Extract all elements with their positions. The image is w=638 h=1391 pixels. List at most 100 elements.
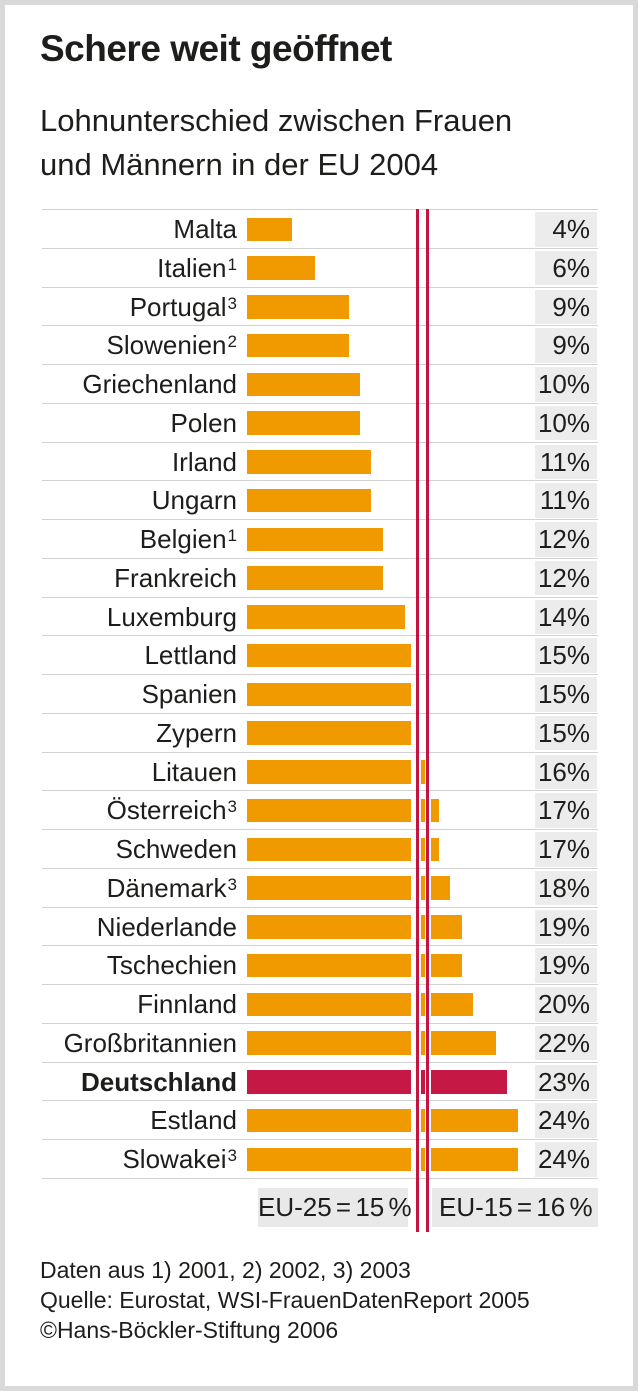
bar-segment bbox=[247, 760, 411, 784]
bar-segment bbox=[430, 992, 473, 1017]
value-label: 16% bbox=[535, 754, 597, 790]
chart-row: Italien1 6% bbox=[42, 247, 598, 287]
bar-segment bbox=[420, 1147, 425, 1172]
value-label: 23% bbox=[535, 1064, 597, 1100]
bar-segment bbox=[247, 876, 411, 900]
bar-segment bbox=[430, 1070, 507, 1094]
country-label: Belgien1 bbox=[139, 524, 237, 555]
reference-line-eu25 bbox=[416, 209, 419, 1232]
bar-segment bbox=[247, 217, 293, 241]
chart-row: Lettland 15% bbox=[42, 635, 598, 674]
bar-segment bbox=[420, 798, 425, 823]
bar-segment bbox=[420, 876, 425, 900]
country-label: Frankreich bbox=[114, 562, 237, 593]
bar-segment bbox=[247, 372, 360, 397]
bar-segment bbox=[247, 992, 411, 1017]
footer: Daten aus 1) 2001, 2) 2002, 3) 2003 Quel… bbox=[40, 1255, 530, 1345]
footnote-mark: 3 bbox=[227, 797, 237, 817]
value-label: 15% bbox=[535, 677, 597, 712]
country-label: Litauen bbox=[151, 756, 237, 787]
value-label: 15% bbox=[535, 715, 597, 751]
bar-segment bbox=[420, 915, 425, 939]
chart-row: Estland 24% bbox=[42, 1100, 598, 1139]
bar-segment bbox=[247, 605, 406, 629]
chart-row: Deutschland 23% bbox=[42, 1061, 598, 1101]
bar-segment bbox=[247, 333, 349, 358]
chart-subtitle: Lohnunterschied zwischen Frauen und Männ… bbox=[40, 99, 512, 187]
bar-segment bbox=[430, 837, 440, 862]
value-label: 6% bbox=[535, 250, 597, 286]
country-label: Zypern bbox=[156, 717, 237, 748]
chart-row: Irland 11% bbox=[42, 441, 598, 481]
bar-segment bbox=[247, 1147, 411, 1172]
value-label: 18% bbox=[535, 870, 597, 906]
footnote-mark: 3 bbox=[227, 874, 237, 894]
country-label: Luxemburg bbox=[106, 601, 237, 632]
value-label: 4% bbox=[535, 212, 597, 247]
country-label: Malta bbox=[173, 214, 237, 244]
value-label: 20% bbox=[535, 987, 597, 1022]
country-label: Finnland bbox=[137, 989, 237, 1020]
country-label: Lettland bbox=[144, 640, 237, 671]
bar-segment bbox=[420, 1070, 425, 1094]
bar-segment bbox=[430, 876, 451, 900]
value-label: 12% bbox=[535, 560, 597, 596]
bar-segment bbox=[247, 721, 411, 745]
chart-row: Belgien1 12% bbox=[42, 519, 598, 558]
chart-row: Schweden 17% bbox=[42, 829, 598, 868]
value-label: 17% bbox=[535, 793, 597, 828]
chart-row: Litauen 16% bbox=[42, 751, 598, 791]
value-label: 12% bbox=[535, 522, 597, 557]
country-label: Schweden bbox=[115, 834, 237, 865]
bar-segment bbox=[420, 760, 425, 784]
subtitle-line-2: und Männern in der EU 2004 bbox=[40, 147, 439, 182]
chart-row: Slowenien2 9% bbox=[42, 325, 598, 364]
bar-segment bbox=[247, 256, 315, 280]
eu25-average-label: EU-25 = 15 % bbox=[258, 1188, 412, 1227]
bar-segment bbox=[247, 1070, 411, 1094]
bar-segment bbox=[430, 1108, 519, 1133]
chart-row: Luxemburg 14% bbox=[42, 596, 598, 636]
chart-row: Zypern 15% bbox=[42, 712, 598, 752]
country-label: Dänemark3 bbox=[106, 872, 237, 903]
bar-segment bbox=[247, 798, 411, 823]
bar-chart: Malta 4% Italien1 6% Portugal3 9% Slowenien2 9%… bbox=[42, 209, 598, 1179]
chart-row: Slowakei3 24% bbox=[42, 1139, 598, 1178]
footnote-mark: 3 bbox=[227, 1146, 237, 1166]
reference-line-eu15 bbox=[426, 209, 429, 1232]
bar-segment bbox=[247, 682, 411, 707]
bar-segment bbox=[420, 992, 425, 1017]
chart-row: Portugal3 9% bbox=[42, 286, 598, 326]
chart-row: Malta 4% bbox=[42, 209, 598, 248]
eu15-average-label: EU-15 = 16 % bbox=[432, 1188, 598, 1227]
footer-data-note: Daten aus 1) 2001, 2) 2002, 3) 2003 bbox=[40, 1257, 411, 1283]
bar-segment bbox=[247, 1108, 411, 1133]
country-label: Estland bbox=[150, 1105, 237, 1136]
bar-segment bbox=[430, 1147, 519, 1172]
value-label: 10% bbox=[535, 367, 597, 402]
bar-segment bbox=[430, 798, 440, 823]
footnote-mark: 1 bbox=[227, 254, 237, 274]
country-label: Griechenland bbox=[82, 369, 237, 400]
value-label: 15% bbox=[535, 638, 597, 673]
country-label: Ungarn bbox=[151, 485, 237, 516]
country-label: Deutschland bbox=[80, 1066, 237, 1097]
value-label: 17% bbox=[535, 832, 597, 867]
value-label: 9% bbox=[535, 328, 597, 363]
bar-segment bbox=[430, 1031, 496, 1055]
value-label: 22% bbox=[535, 1025, 597, 1061]
country-label: Italien1 bbox=[157, 252, 237, 283]
footer-source: Quelle: Eurostat, WSI-FrauenDatenReport … bbox=[40, 1287, 530, 1313]
bar-segment bbox=[247, 643, 411, 668]
bar-segment bbox=[247, 953, 411, 978]
chart-row: Großbritannien 22% bbox=[42, 1022, 598, 1062]
country-label: Tschechien bbox=[106, 950, 237, 981]
country-label: Portugal3 bbox=[129, 291, 237, 322]
value-label: 24% bbox=[535, 1142, 597, 1177]
value-label: 10% bbox=[535, 405, 597, 441]
country-label: Niederlande bbox=[96, 911, 237, 942]
bar-segment bbox=[247, 450, 372, 474]
country-label: Slowakei3 bbox=[122, 1144, 237, 1175]
bar-segment bbox=[420, 953, 425, 978]
